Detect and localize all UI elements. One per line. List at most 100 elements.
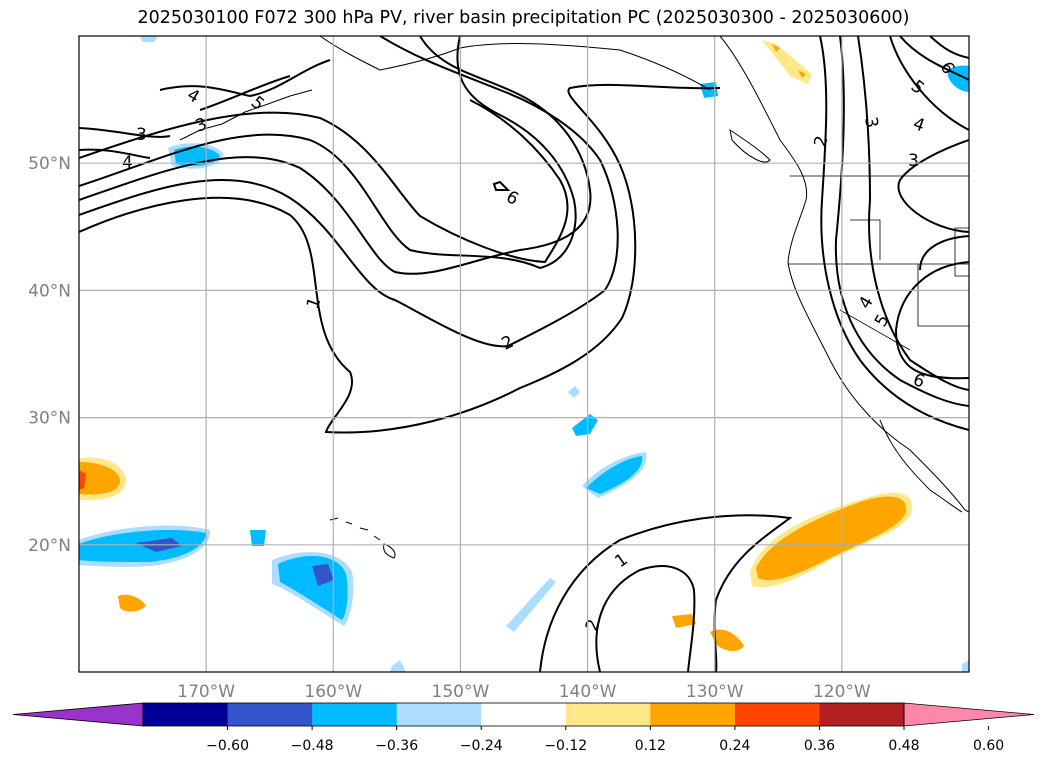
colorbar-bin <box>819 703 905 726</box>
gridlines <box>79 36 969 672</box>
lon-axis-labels: 170°W 160°W 150°W 140°W 130°W 120°W <box>177 682 871 702</box>
precip-shading <box>79 36 969 672</box>
contour-label: 3 <box>136 125 147 145</box>
colorbar-tick-label: 0.12 <box>635 738 666 754</box>
colorbar-tick-label: −0.36 <box>375 738 418 754</box>
pv-contour-1 <box>79 83 721 434</box>
colorbar-tick-label: 0.48 <box>888 738 919 754</box>
plot-title: 2025030100 F072 300 hPa PV, river basin … <box>137 8 910 28</box>
pv-contour-upper <box>159 59 331 98</box>
lon-tick-label: 120°W <box>813 682 871 702</box>
pv-contour-upper <box>199 75 291 111</box>
contour-label: 4 <box>855 293 878 312</box>
contour-label: 3 <box>193 114 210 136</box>
pv-contours <box>79 36 969 672</box>
coastlines <box>179 36 969 559</box>
colorbar-bin <box>396 703 482 726</box>
precip-negative-patch <box>250 530 266 546</box>
lat-axis-labels: 20°N 30°N 40°N 50°N <box>28 154 71 556</box>
alaska-coast <box>319 36 711 91</box>
pv-contour-6 <box>492 180 511 191</box>
contour-label: 3 <box>860 115 882 129</box>
precip-positive-patch <box>756 496 907 581</box>
precip-negative-patch <box>700 82 718 98</box>
colorbar-bin <box>481 703 567 726</box>
pv-contour-east <box>929 36 969 59</box>
contour-label: 1 <box>611 550 631 573</box>
pv-contour-east <box>894 261 969 380</box>
colorbar-bin <box>565 703 651 726</box>
colorbar-tick-label: −0.24 <box>460 738 503 754</box>
pv-contour-east <box>897 139 969 233</box>
precip-negative-patch <box>390 660 406 672</box>
colorbar-tick-label: −0.60 <box>206 738 249 754</box>
precip-positive-patch <box>118 594 146 612</box>
colorbar-tick-label: 0.36 <box>804 738 835 754</box>
pv-contour-south <box>595 565 696 672</box>
contour-label: 4 <box>184 85 203 108</box>
pv-contour-east <box>889 36 969 131</box>
lat-tick-label: 30°N <box>28 409 71 429</box>
precip-positive-patch <box>79 462 120 495</box>
state-borders <box>788 175 969 351</box>
colorbar-extend-high <box>903 702 1035 727</box>
aleutian-islands <box>179 89 313 141</box>
pv-contour-east <box>899 36 969 81</box>
pv-contour-4 <box>79 36 577 270</box>
precip-negative-patch <box>568 386 580 398</box>
precip-positive-patch <box>762 40 812 84</box>
pv-contour-3 <box>79 36 592 275</box>
colorbar-tick-label: 0.24 <box>719 738 750 754</box>
lon-tick-label: 140°W <box>559 682 617 702</box>
precip-negative-patch <box>962 660 969 672</box>
lat-tick-label: 50°N <box>28 154 71 174</box>
precip-positive-patch <box>772 44 780 52</box>
colorbar-bin <box>143 703 229 726</box>
precip-negative-patch <box>79 530 206 562</box>
vancouver-island <box>729 128 771 163</box>
precip-negative-patch <box>586 456 643 494</box>
precip-positive-patch <box>672 614 696 628</box>
lon-tick-label: 130°W <box>686 682 744 702</box>
lon-tick-label: 170°W <box>177 682 235 702</box>
hawaii-islands <box>329 517 396 559</box>
precip-positive-patch <box>798 70 806 78</box>
pv-contour-5 <box>79 99 569 264</box>
pv-contour-south <box>539 514 793 672</box>
precip-positive-patch <box>79 470 86 490</box>
north-america-coast <box>719 36 969 513</box>
colorbar-frame <box>142 702 905 727</box>
contour-label: 4 <box>910 114 927 136</box>
plot-frame <box>78 35 970 673</box>
colorbar-tick-label: 0.60 <box>973 738 1004 754</box>
contour-label: 2 <box>811 134 833 150</box>
colorbar: −0.60 −0.48 −0.36 −0.24 −0.12 0.12 0.24 0.36 0.4… <box>12 702 1035 754</box>
contour-label: 2 <box>582 617 604 634</box>
pv-contour-east <box>834 36 969 407</box>
lat-tick-label: 40°N <box>28 281 71 301</box>
pv-contour-upper <box>79 127 171 159</box>
lat-tick-label: 20°N <box>28 536 71 556</box>
precip-positive-patch <box>710 629 744 652</box>
contour-label: 3 <box>908 151 919 171</box>
precip-negative-patch <box>506 578 556 632</box>
contour-label: 6 <box>910 370 927 392</box>
precip-negative-patch <box>312 564 334 586</box>
colorbar-tick-label: −0.12 <box>544 738 587 754</box>
pv-contour-2 <box>79 36 619 348</box>
pv-contour-east <box>919 235 969 271</box>
precip-negative-patch <box>140 36 158 42</box>
precip-negative-patch <box>572 414 598 436</box>
baja-coast <box>879 419 963 513</box>
colorbar-tick-label: −0.48 <box>291 738 334 754</box>
colorbar-bin <box>312 703 398 726</box>
lon-tick-label: 160°W <box>304 682 362 702</box>
lon-tick-label: 150°W <box>432 682 490 702</box>
colorbar-extend-low <box>12 702 144 727</box>
colorbar-bin <box>227 703 313 726</box>
pv-contour-east <box>819 36 969 431</box>
colorbar-bin <box>734 703 820 726</box>
contour-label: 1 <box>303 295 325 312</box>
colorbar-bin <box>650 703 736 726</box>
